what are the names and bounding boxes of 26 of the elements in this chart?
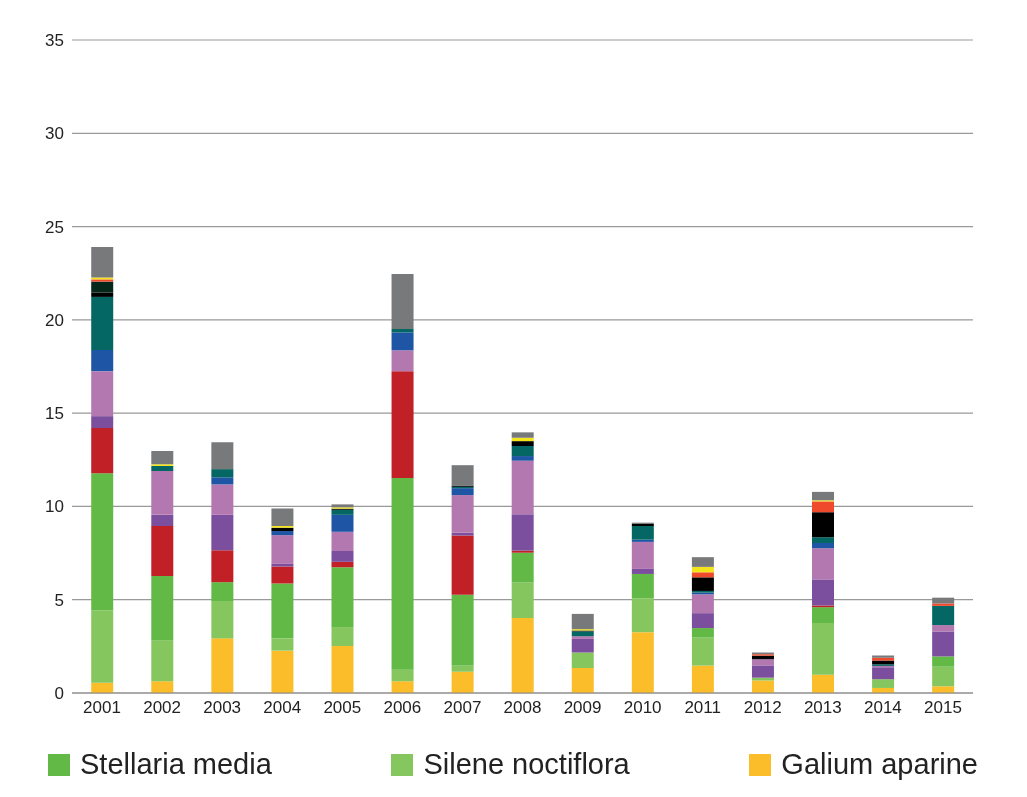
y-tick-label: 30 bbox=[45, 124, 64, 144]
y-tick-label: 20 bbox=[45, 310, 64, 330]
x-tick-label: 2002 bbox=[143, 698, 182, 718]
y-tick-label: 5 bbox=[54, 590, 64, 610]
legend-label: Stellaria media bbox=[80, 748, 272, 781]
x-tick-label: 2012 bbox=[743, 698, 782, 718]
x-tick-label: 2013 bbox=[803, 698, 842, 718]
y-tick-label: 35 bbox=[45, 31, 64, 51]
y-tick-label: 25 bbox=[45, 217, 64, 237]
x-tick-label: 2011 bbox=[684, 698, 721, 718]
legend-label: Silene noctiflora bbox=[423, 748, 630, 781]
y-tick-label: 15 bbox=[45, 404, 64, 424]
x-tick-label: 2014 bbox=[863, 698, 902, 718]
y-tick-label: 0 bbox=[54, 684, 64, 704]
x-tick-label: 2015 bbox=[924, 698, 962, 718]
legend-label: Galium aparine bbox=[781, 748, 978, 781]
x-tick-label: 2005 bbox=[323, 698, 362, 718]
x-tick-label: 2006 bbox=[383, 698, 422, 718]
x-tick-label: 2007 bbox=[443, 698, 482, 718]
x-tick-label: 2008 bbox=[503, 698, 542, 718]
y-tick-label: 10 bbox=[45, 497, 64, 517]
x-tick-label: 2009 bbox=[563, 698, 602, 718]
x-tick-label: 2004 bbox=[263, 698, 302, 718]
x-tick-label: 2010 bbox=[623, 698, 662, 718]
x-tick-label: 2001 bbox=[83, 698, 121, 718]
x-tick-label: 2003 bbox=[203, 698, 242, 718]
